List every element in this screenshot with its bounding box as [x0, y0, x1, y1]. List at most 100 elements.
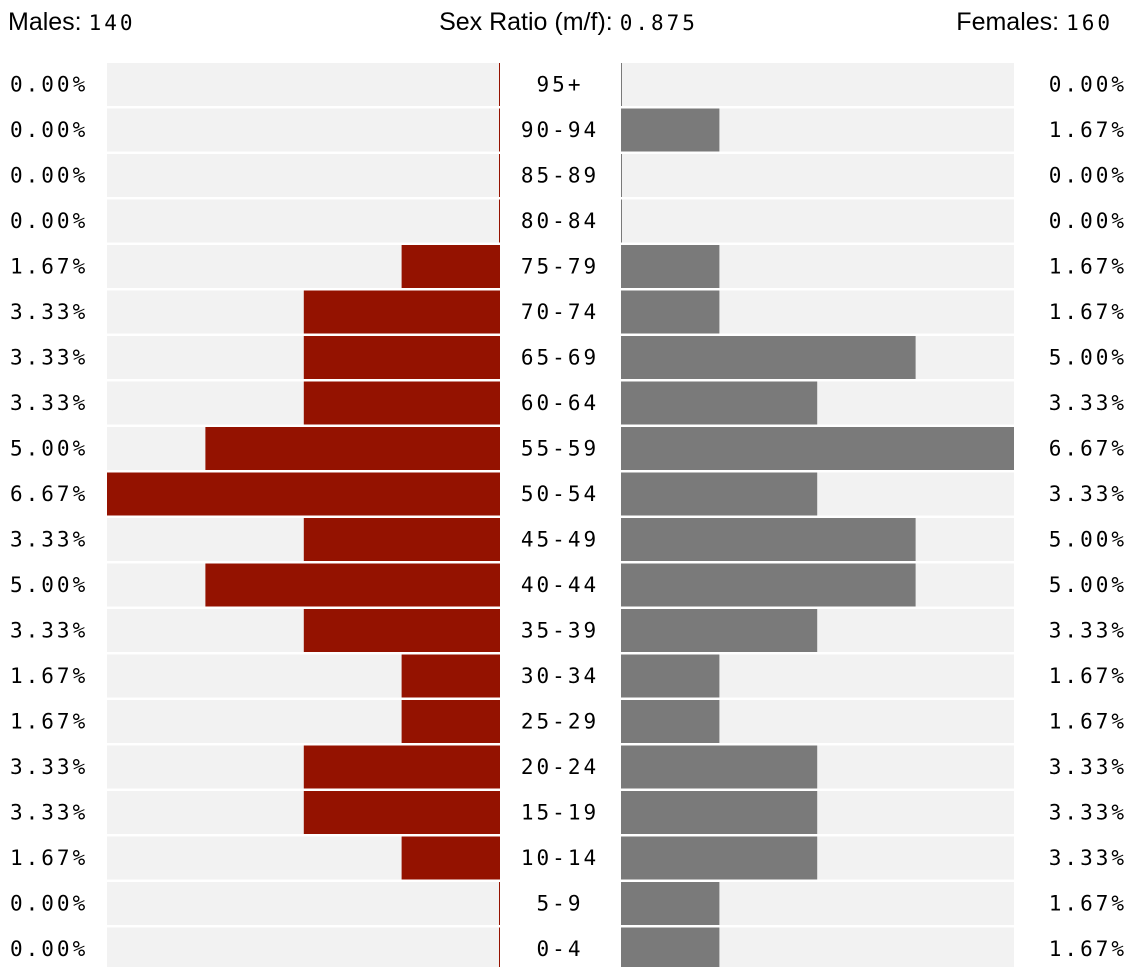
male-value-label: 3.33%: [10, 528, 88, 552]
male-bar: [499, 154, 500, 197]
female-bar-track: [621, 154, 1014, 197]
male-value-label: 3.33%: [10, 619, 88, 643]
male-bar-track: [107, 882, 500, 925]
female-bar: [621, 245, 720, 288]
male-bar: [499, 927, 500, 967]
male-bar-track: [107, 199, 500, 243]
male-bar: [499, 882, 500, 925]
age-group-label: 20-24: [521, 755, 599, 779]
male-bar: [303, 290, 500, 334]
females-summary: Females: 160: [956, 8, 1113, 37]
female-bar: [621, 381, 818, 425]
male-bar: [303, 336, 500, 379]
male-value-label: 3.33%: [10, 300, 88, 324]
female-value-label: 3.33%: [1049, 846, 1127, 870]
female-bar: [621, 927, 720, 967]
female-bar: [621, 609, 818, 652]
female-value-label: 5.00%: [1049, 528, 1127, 552]
age-group-label: 65-69: [521, 346, 599, 370]
male-value-label: 3.33%: [10, 391, 88, 415]
female-value-label: 1.67%: [1049, 118, 1127, 142]
male-value-label: 0.00%: [10, 892, 88, 916]
age-group-label: 95+: [537, 73, 584, 97]
male-value-label: 6.67%: [10, 482, 88, 506]
male-value-label: 5.00%: [10, 573, 88, 597]
male-value-label: 0.00%: [10, 209, 88, 233]
female-value-label: 0.00%: [1049, 164, 1127, 188]
male-bar: [107, 472, 500, 516]
age-group-label: 75-79: [521, 255, 599, 279]
male-value-label: 0.00%: [10, 937, 88, 961]
male-value-label: 1.67%: [10, 710, 88, 734]
age-group-label: 30-34: [521, 664, 599, 688]
age-group-label: 80-84: [521, 209, 599, 233]
males-summary: Males: 140: [8, 8, 136, 37]
age-group-label: 90-94: [521, 118, 599, 142]
female-bar-track: [621, 199, 1014, 243]
female-bar: [621, 745, 818, 789]
male-bar-track: [107, 927, 500, 967]
sex-ratio-value: 0.875: [619, 11, 698, 35]
male-value-label: 3.33%: [10, 755, 88, 779]
female-value-label: 0.00%: [1049, 209, 1127, 233]
female-bar: [621, 791, 818, 834]
male-value-label: 5.00%: [10, 437, 88, 461]
female-value-label: 1.67%: [1049, 710, 1127, 734]
male-bar: [401, 836, 500, 880]
male-bar: [401, 654, 500, 698]
male-bar: [205, 563, 500, 607]
female-bar: [621, 518, 916, 561]
male-bar: [401, 245, 500, 288]
female-value-label: 1.67%: [1049, 664, 1127, 688]
female-value-label: 1.67%: [1049, 255, 1127, 279]
age-group-label: 60-64: [521, 391, 599, 415]
male-bar-track: [107, 154, 500, 197]
female-value-label: 3.33%: [1049, 482, 1127, 506]
female-bar: [621, 427, 1014, 470]
age-group-label: 85-89: [521, 164, 599, 188]
female-bar: [621, 472, 818, 516]
male-bar-track: [107, 108, 500, 152]
female-value-label: 1.67%: [1049, 300, 1127, 324]
male-value-label: 0.00%: [10, 164, 88, 188]
female-value-label: 6.67%: [1049, 437, 1127, 461]
male-value-label: 1.67%: [10, 846, 88, 870]
female-bar: [621, 700, 720, 743]
age-group-label: 25-29: [521, 710, 599, 734]
age-group-label: 35-39: [521, 619, 599, 643]
age-group-label: 50-54: [521, 482, 599, 506]
male-value-label: 1.67%: [10, 664, 88, 688]
age-group-label: 45-49: [521, 528, 599, 552]
male-bar: [205, 427, 500, 470]
female-value-label: 5.00%: [1049, 573, 1127, 597]
female-bar: [621, 336, 916, 379]
males-label: Males:: [8, 8, 82, 36]
age-group-label: 0-4: [537, 937, 584, 961]
male-bar: [303, 791, 500, 834]
female-value-label: 3.33%: [1049, 801, 1127, 825]
male-value-label: 1.67%: [10, 255, 88, 279]
age-group-label: 70-74: [521, 300, 599, 324]
sex-ratio-summary: Sex Ratio (m/f): 0.875: [0, 8, 1137, 37]
female-bar: [621, 199, 622, 243]
female-bar: [621, 882, 720, 925]
female-value-label: 0.00%: [1049, 73, 1127, 97]
female-bar: [621, 63, 622, 106]
age-group-label: 10-14: [521, 846, 599, 870]
female-bar-track: [621, 63, 1014, 106]
female-bar: [621, 654, 720, 698]
male-bar: [303, 518, 500, 561]
female-bar: [621, 108, 720, 152]
female-bar: [621, 563, 916, 607]
summary-header: Males: 140 Sex Ratio (m/f): 0.875 Female…: [0, 0, 1137, 50]
male-bar: [303, 745, 500, 789]
male-value-label: 0.00%: [10, 73, 88, 97]
age-group-label: 55-59: [521, 437, 599, 461]
age-group-label: 40-44: [521, 573, 599, 597]
females-label: Females:: [956, 8, 1060, 36]
age-group-label: 5-9: [537, 892, 584, 916]
female-bar: [621, 836, 818, 880]
female-bar: [621, 290, 720, 334]
male-bar-track: [107, 63, 500, 106]
